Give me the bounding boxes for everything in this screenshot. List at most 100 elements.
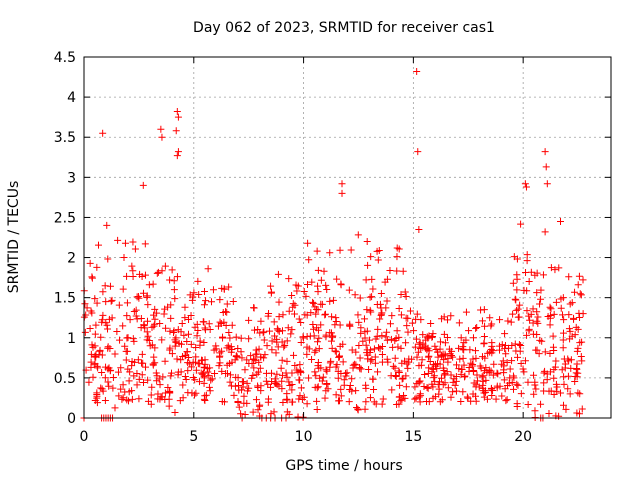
data-point [575, 272, 583, 280]
data-point [150, 353, 158, 361]
data-point [268, 346, 276, 354]
data-point [571, 288, 579, 296]
data-point [420, 383, 428, 391]
data-point [249, 408, 257, 416]
data-point [204, 265, 212, 273]
data-point [311, 368, 319, 376]
data-point [472, 354, 480, 362]
data-point [223, 370, 231, 378]
data-point [424, 384, 432, 392]
data-point [256, 364, 264, 372]
data-point [308, 356, 316, 363]
data-point [283, 396, 291, 404]
data-point [138, 272, 146, 280]
data-point [260, 354, 268, 362]
data-point [94, 241, 102, 249]
data-point [147, 391, 155, 399]
data-point [277, 364, 285, 372]
data-point [201, 356, 209, 364]
data-point [114, 236, 122, 244]
data-point [98, 318, 106, 326]
data-point [462, 336, 470, 344]
data-point [455, 365, 463, 373]
data-point [249, 372, 257, 380]
data-point [355, 341, 363, 349]
data-point [238, 378, 246, 386]
data-point [391, 364, 399, 372]
data-point [254, 382, 262, 390]
data-point [251, 326, 259, 334]
data-point [323, 286, 331, 294]
data-point [195, 378, 203, 386]
data-point [373, 300, 381, 308]
data-point [502, 350, 510, 358]
data-point [337, 280, 345, 288]
data-point [447, 393, 455, 401]
data-point [550, 310, 558, 318]
data-point [433, 365, 441, 373]
data-point [123, 312, 131, 320]
data-point [383, 275, 391, 283]
data-point [574, 325, 582, 333]
data-point [285, 378, 293, 386]
data-point [376, 315, 384, 323]
data-point [412, 394, 420, 402]
data-point [134, 356, 142, 364]
data-point [141, 271, 149, 279]
axis-ticks: 0 0.5 1 1.5 2 2.5 3 3.5 4 4.5 0 5 10 15 20 [54, 50, 611, 445]
data-point [230, 391, 238, 399]
data-point [517, 220, 525, 228]
data-point [283, 373, 291, 381]
data-point [418, 356, 426, 364]
data-point [254, 406, 262, 414]
data-point [383, 336, 391, 344]
data-point [363, 237, 371, 245]
data-point [237, 410, 245, 418]
data-point [294, 282, 302, 290]
data-point [493, 369, 501, 377]
data-point [524, 378, 532, 386]
data-point [435, 385, 443, 393]
data-point [562, 405, 570, 413]
data-point [333, 275, 341, 283]
data-point [107, 297, 115, 305]
data-point [183, 337, 191, 345]
data-point [324, 385, 332, 393]
data-point [533, 331, 541, 339]
data-point [255, 345, 263, 353]
data-point [402, 314, 410, 322]
data-point [192, 343, 200, 351]
data-point [262, 369, 270, 377]
data-point [573, 373, 581, 381]
data-point [218, 347, 226, 355]
data-point [257, 387, 265, 395]
data-point [278, 377, 286, 385]
data-point [291, 362, 299, 370]
data-point [469, 334, 477, 342]
data-point [226, 360, 234, 368]
data-point [305, 374, 313, 382]
data-point [436, 338, 444, 346]
data-point [403, 322, 411, 330]
data-point [182, 375, 190, 383]
data-point [245, 316, 253, 324]
data-point [520, 286, 528, 294]
data-point [143, 328, 151, 336]
data-point [261, 351, 269, 359]
data-point [262, 377, 270, 385]
data-point [181, 303, 189, 311]
data-point [190, 289, 198, 297]
data-point [361, 328, 369, 336]
data-point [238, 386, 246, 394]
data-point [280, 343, 288, 351]
data-point [265, 309, 273, 317]
data-point [250, 364, 258, 372]
data-point [444, 355, 452, 363]
data-point [411, 395, 419, 403]
data-point [578, 405, 586, 413]
data-point [408, 319, 416, 327]
data-point [81, 328, 89, 336]
data-point [216, 296, 224, 304]
data-point [194, 277, 202, 285]
data-point [308, 278, 316, 286]
